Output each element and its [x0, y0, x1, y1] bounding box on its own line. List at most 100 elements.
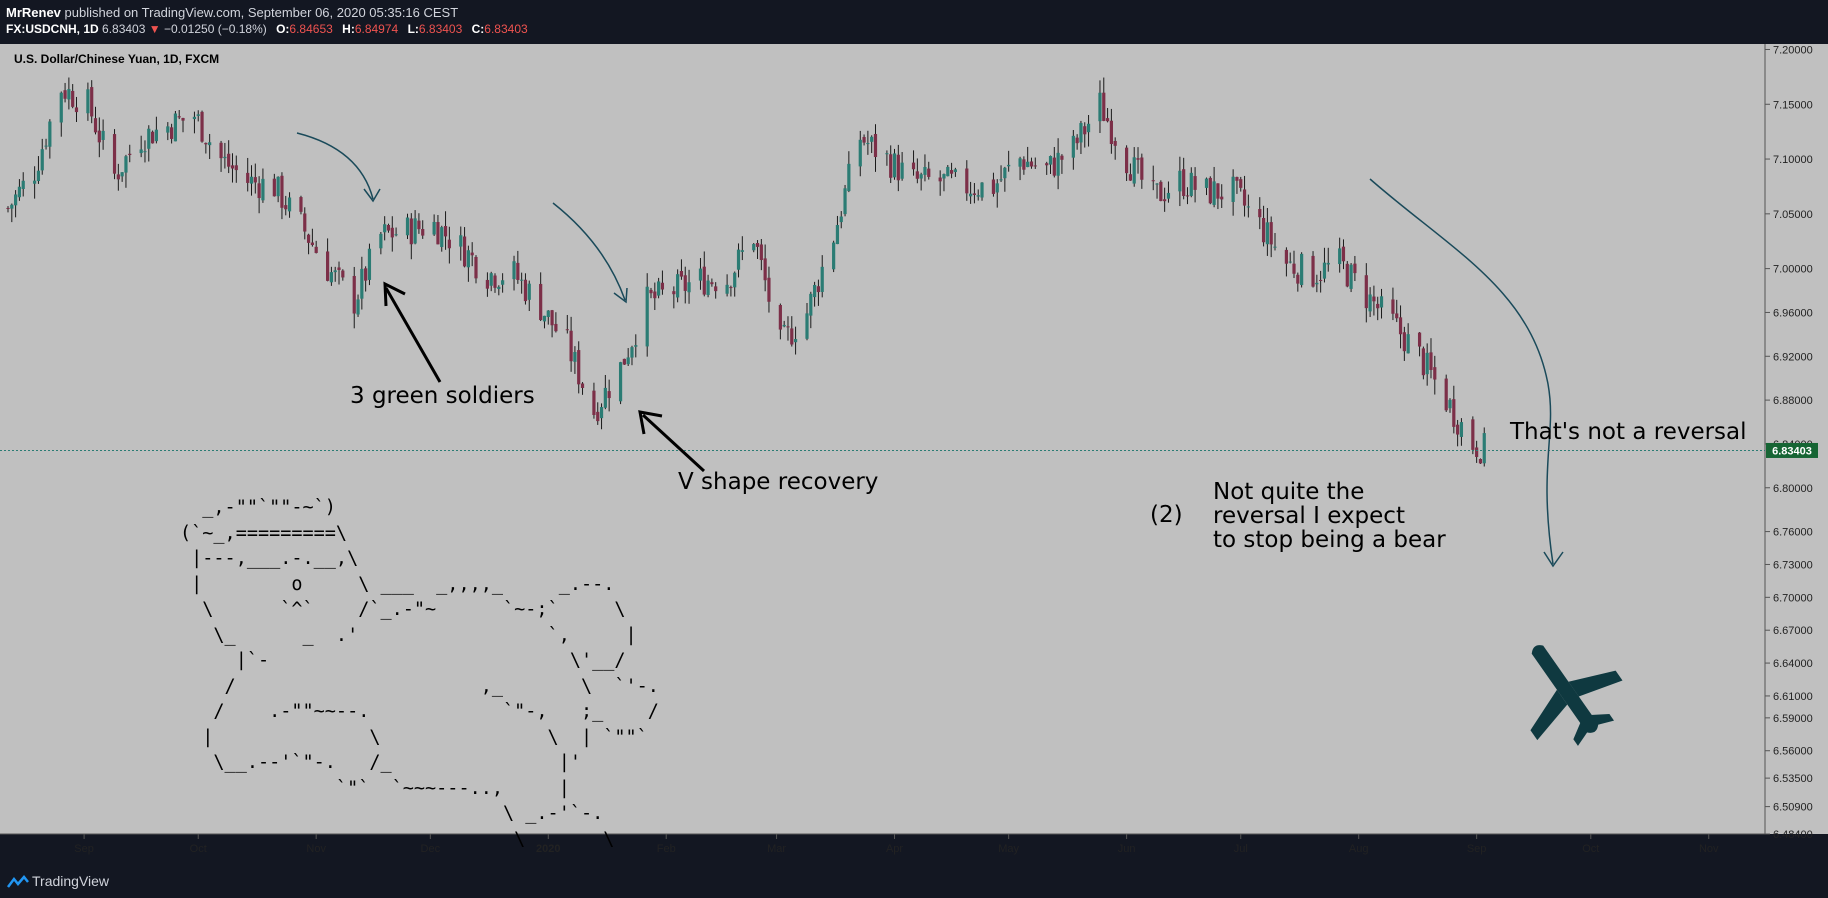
candle-body [48, 121, 52, 147]
candle-body [618, 362, 623, 402]
candle-body [230, 165, 235, 169]
low-value: 6.83403 [418, 22, 463, 36]
candle-body [942, 174, 946, 179]
trend-arrow-1 [296, 132, 374, 200]
price-scale[interactable] [1765, 44, 1828, 834]
candle-body [1265, 222, 1269, 245]
candle-body [249, 176, 254, 184]
time-tick-label: Oct [1582, 843, 1599, 855]
candle-body [227, 153, 231, 167]
candle-body [314, 246, 318, 253]
candle-body [10, 204, 14, 209]
close-value: 6.83403 [484, 22, 528, 36]
candle-body [436, 222, 440, 245]
candle-body [1242, 189, 1247, 206]
candle-body [1128, 174, 1133, 181]
candle-body [17, 186, 22, 198]
candle-body [367, 248, 372, 280]
candle-body [21, 180, 25, 189]
candle-body [177, 116, 181, 118]
price-tick-label: 7.00000 [1773, 264, 1813, 276]
candle-body [1338, 248, 1342, 265]
candle-body [1471, 419, 1475, 450]
footer-brand[interactable]: TradingView [32, 873, 110, 889]
candle-body [306, 234, 311, 243]
tradingview-logo-icon[interactable] [6, 875, 30, 889]
candle-body [1300, 253, 1304, 286]
candle-body [1379, 296, 1384, 308]
candle-body [527, 283, 531, 300]
price-tick-label: 6.96000 [1773, 307, 1813, 319]
candle-body [900, 162, 904, 179]
candle-body [1159, 181, 1163, 202]
trend-arrow-1-head [363, 188, 381, 203]
candle-body [173, 113, 178, 142]
ascii-art-drawing: _,-""`""-~`) (`~_,=========\ |---,___.-.… [180, 497, 659, 850]
candle-body [1033, 165, 1037, 167]
candle-body [1018, 158, 1022, 167]
candle-body [1459, 422, 1464, 437]
candle-body [1311, 255, 1315, 287]
candle-body [596, 411, 600, 422]
candle-body [326, 251, 330, 281]
candle-body [1433, 367, 1437, 380]
candle-body [1475, 447, 1479, 457]
candle-body [33, 180, 37, 184]
candle-body [1235, 176, 1239, 181]
pointer-arrow-vshape [641, 413, 706, 473]
candle-body [1341, 246, 1346, 262]
price-tick-label: 6.67000 [1773, 625, 1813, 637]
candle-body [154, 129, 158, 142]
last-price: 6.83403 [102, 22, 146, 36]
candle-body [653, 291, 657, 299]
candle-body [1003, 167, 1007, 179]
annotation-note-line-2: reversal I expect [1213, 503, 1405, 529]
candle-body [1098, 92, 1102, 122]
candle-body [1060, 155, 1064, 160]
candle-body [1166, 192, 1171, 199]
candle-body [1048, 156, 1053, 165]
candle-body [143, 151, 147, 153]
candle-body [1292, 263, 1296, 274]
candle-body [181, 117, 185, 121]
candle-body [1261, 217, 1266, 243]
candle-body [1319, 279, 1323, 281]
candle-body [1052, 157, 1056, 176]
candle-body [485, 279, 490, 289]
candle-body [1079, 123, 1083, 143]
candle-body [1391, 299, 1395, 314]
candle-body [356, 299, 360, 315]
symbol-label: FX:USDCNH, 1D [6, 22, 99, 36]
candle-body [1402, 332, 1406, 352]
candle-body [1395, 313, 1399, 319]
candle-body [417, 220, 421, 230]
candle-body [676, 274, 680, 298]
candle-body [489, 273, 493, 286]
candle-body [1448, 399, 1452, 409]
candle-body [310, 242, 314, 246]
candle-body [512, 261, 516, 280]
candle-body [1086, 123, 1091, 133]
candle-body [44, 145, 48, 147]
candle-body [128, 153, 132, 156]
candle-body [858, 139, 862, 167]
price-tick-label: 6.80000 [1773, 483, 1813, 495]
price-tick-label: 6.88000 [1773, 395, 1813, 407]
candle-body [714, 286, 718, 292]
price-tick-label: 6.53500 [1773, 773, 1813, 785]
candle-body [63, 90, 67, 99]
candle-body [1284, 249, 1289, 264]
candle-body [660, 282, 665, 290]
candle-body [1273, 246, 1277, 248]
candle-body [6, 207, 10, 209]
candle-body [999, 179, 1003, 181]
candle-body [965, 168, 969, 194]
candle-body [980, 182, 984, 198]
author-name[interactable]: MrRenev [6, 5, 61, 20]
candle-body [710, 282, 714, 285]
candle-body [778, 305, 782, 330]
candle-body [74, 107, 79, 113]
price-chart[interactable]: 7.20000 7.15000 7.10000 7.05000 7.00000 6.960… [0, 44, 1828, 866]
candle-body [847, 163, 851, 192]
candle-body [813, 284, 817, 298]
